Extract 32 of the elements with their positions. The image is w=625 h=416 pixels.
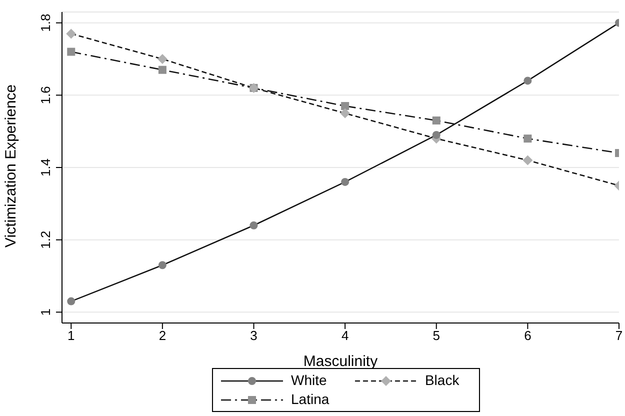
point bbox=[522, 155, 533, 166]
point bbox=[341, 102, 350, 110]
point bbox=[158, 66, 166, 74]
x-tick-label: 7 bbox=[615, 328, 623, 344]
point bbox=[157, 54, 168, 64]
x-tick-label: 4 bbox=[341, 328, 349, 344]
point bbox=[340, 108, 350, 118]
point bbox=[524, 134, 532, 143]
y-axis-title: Victimization Experience bbox=[2, 84, 20, 248]
y-tick-label: 1.4 bbox=[38, 158, 53, 177]
x-tick-label: 6 bbox=[524, 328, 532, 344]
y-tick-label: 1 bbox=[38, 308, 53, 316]
y-tick-label: 1.6 bbox=[38, 86, 53, 104]
x-tick-label: 1 bbox=[68, 328, 75, 344]
legend-label: Latina bbox=[291, 390, 330, 409]
point bbox=[67, 48, 76, 56]
x-tick-label: 2 bbox=[158, 328, 166, 344]
point bbox=[432, 130, 440, 139]
y-tick-label: 1.8 bbox=[38, 14, 53, 32]
point bbox=[66, 28, 76, 39]
point bbox=[250, 221, 258, 230]
x-axis-title: Masculinity bbox=[303, 353, 378, 370]
legend-label: White bbox=[291, 371, 327, 390]
point bbox=[341, 178, 350, 186]
point bbox=[67, 297, 76, 306]
point bbox=[432, 116, 440, 124]
x-tick-label: 3 bbox=[250, 328, 258, 344]
legend-label: Black bbox=[424, 371, 460, 390]
point bbox=[158, 261, 166, 270]
x-tick-label: 5 bbox=[432, 328, 440, 344]
point bbox=[524, 76, 532, 85]
y-tick-label: 1.2 bbox=[38, 230, 53, 249]
